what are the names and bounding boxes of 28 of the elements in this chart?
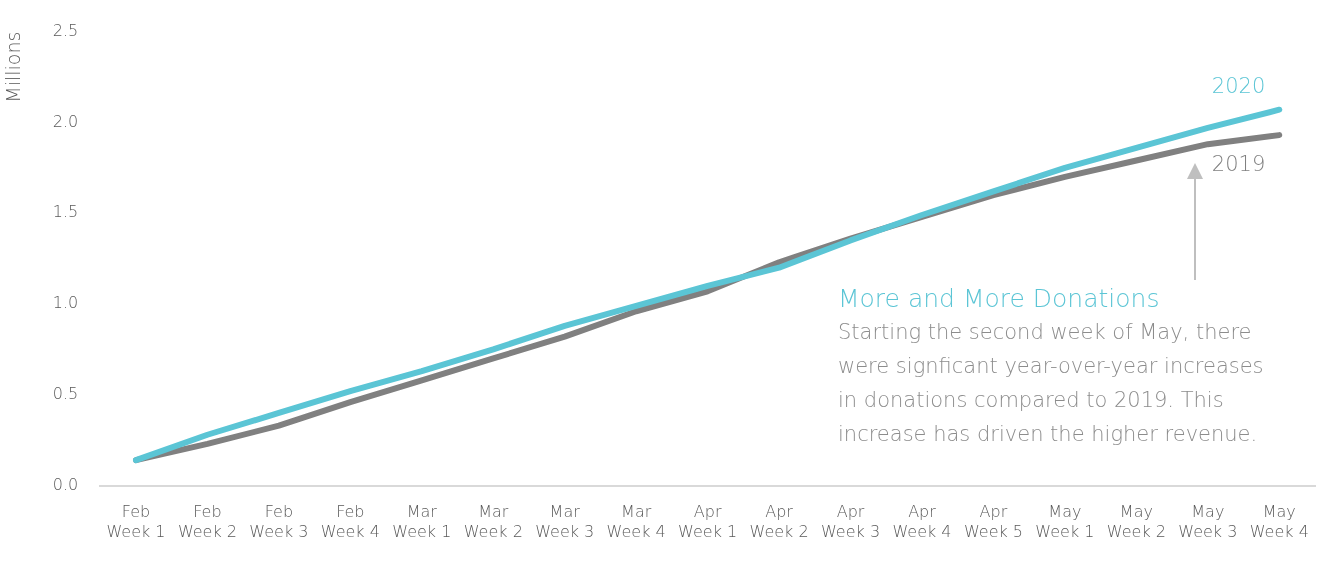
x-tick-label: Mar Week 2 bbox=[463, 502, 523, 541]
y-tick-label: 0.0 bbox=[52, 474, 79, 494]
x-tick-label: May Week 4 bbox=[1249, 502, 1309, 541]
x-tick-label: Feb Week 1 bbox=[106, 502, 166, 541]
y-tick-label: 2.0 bbox=[52, 111, 79, 131]
x-tick-label: Apr Week 5 bbox=[963, 502, 1023, 541]
series-label: 2019 bbox=[1211, 152, 1266, 177]
y-tick-label: 2.5 bbox=[52, 20, 79, 40]
y-tick-label: 0.5 bbox=[52, 383, 79, 403]
y-axis-title: Millions bbox=[2, 31, 25, 103]
x-tick-label: Apr Week 3 bbox=[820, 502, 881, 541]
series-label: 2020 bbox=[1211, 73, 1266, 98]
x-tick-label: May Week 3 bbox=[1178, 502, 1238, 541]
x-tick-label: May Week 1 bbox=[1035, 502, 1095, 541]
x-tick-label: Feb Week 3 bbox=[249, 502, 309, 541]
annotation: More and More Donations bbox=[838, 284, 1161, 313]
x-tick-label: Apr Week 4 bbox=[892, 502, 952, 541]
annotation: Starting the second week of May, there were signficant year-over-year increases in donations compared to 2019. This increase has driven the higher revenue. bbox=[838, 319, 1265, 448]
x-tick-label: Apr Week 1 bbox=[678, 502, 738, 541]
x-tick-label: Mar Week 1 bbox=[392, 502, 452, 541]
x-tick-label: May Week 2 bbox=[1106, 502, 1166, 541]
x-tick-label: Apr Week 2 bbox=[749, 502, 809, 541]
y-tick-label: 1.5 bbox=[52, 202, 79, 222]
x-tick-label: Feb Week 4 bbox=[320, 502, 380, 541]
y-tick-label: 1.0 bbox=[52, 293, 79, 313]
x-tick-label: Mar Week 3 bbox=[535, 502, 595, 541]
x-tick-label: Mar Week 4 bbox=[606, 502, 666, 541]
x-tick-label: Feb Week 2 bbox=[177, 502, 237, 541]
